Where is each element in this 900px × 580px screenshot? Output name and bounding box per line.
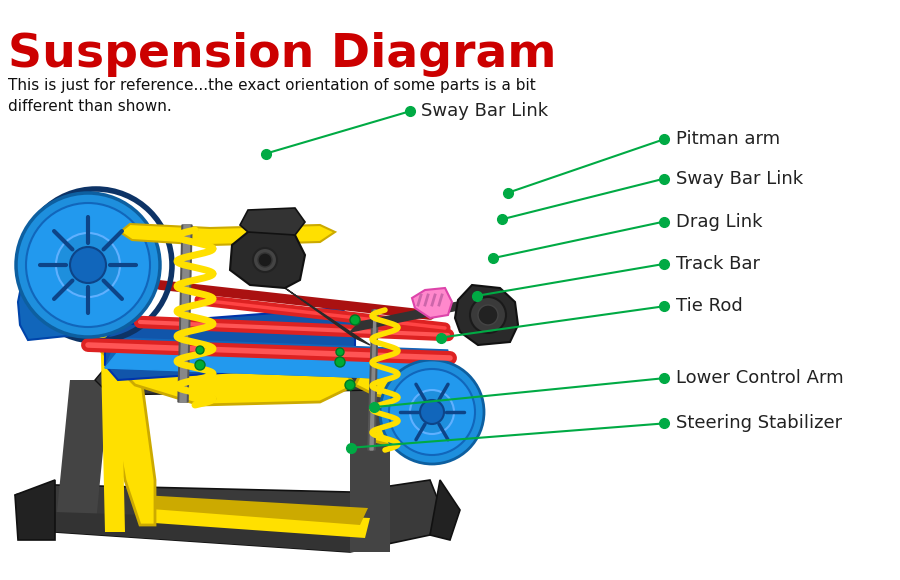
Text: Suspension Diagram: Suspension Diagram [8,32,556,77]
Polygon shape [350,300,468,332]
Polygon shape [88,315,155,525]
Polygon shape [140,508,370,538]
Polygon shape [370,392,450,452]
Polygon shape [105,308,355,380]
Circle shape [26,203,150,327]
Circle shape [410,390,454,434]
Text: Steering Stabilizer: Steering Stabilizer [676,414,842,433]
Polygon shape [15,480,55,540]
Polygon shape [412,288,452,318]
Circle shape [478,305,498,325]
Circle shape [345,380,355,390]
Polygon shape [285,288,370,345]
Polygon shape [120,224,335,245]
Circle shape [16,193,160,337]
Polygon shape [18,275,112,340]
Circle shape [336,348,344,356]
Circle shape [253,248,277,272]
Polygon shape [100,315,125,532]
Text: Track Bar: Track Bar [676,255,760,273]
Text: Sway Bar Link: Sway Bar Link [676,169,803,188]
Circle shape [420,400,444,424]
Polygon shape [230,228,305,288]
Circle shape [195,360,205,370]
Polygon shape [55,380,110,532]
Text: Drag Link: Drag Link [676,212,762,231]
Circle shape [196,346,204,354]
Polygon shape [350,375,390,552]
Text: Sway Bar Link: Sway Bar Link [421,102,548,121]
Text: Lower Control Arm: Lower Control Arm [676,369,843,387]
Polygon shape [15,480,440,552]
Polygon shape [178,225,192,402]
Circle shape [258,253,272,267]
Polygon shape [455,285,518,345]
Polygon shape [105,352,448,380]
Circle shape [470,297,506,333]
Polygon shape [355,362,450,402]
Polygon shape [95,360,390,395]
Polygon shape [88,332,355,405]
Text: Tie Rod: Tie Rod [676,297,742,316]
Polygon shape [370,310,376,450]
Polygon shape [88,310,355,352]
Circle shape [380,360,484,464]
Circle shape [350,315,360,325]
Polygon shape [240,208,305,235]
Circle shape [56,233,120,297]
Polygon shape [105,338,448,380]
Circle shape [70,247,106,283]
Polygon shape [55,512,350,552]
Text: This is just for reference...the exact orientation of some parts is a bit
differ: This is just for reference...the exact o… [8,78,536,114]
Polygon shape [180,225,190,402]
Polygon shape [368,310,378,450]
Text: Pitman arm: Pitman arm [676,130,779,148]
Circle shape [335,357,345,367]
Circle shape [389,369,475,455]
Polygon shape [430,480,460,540]
Polygon shape [138,495,368,525]
